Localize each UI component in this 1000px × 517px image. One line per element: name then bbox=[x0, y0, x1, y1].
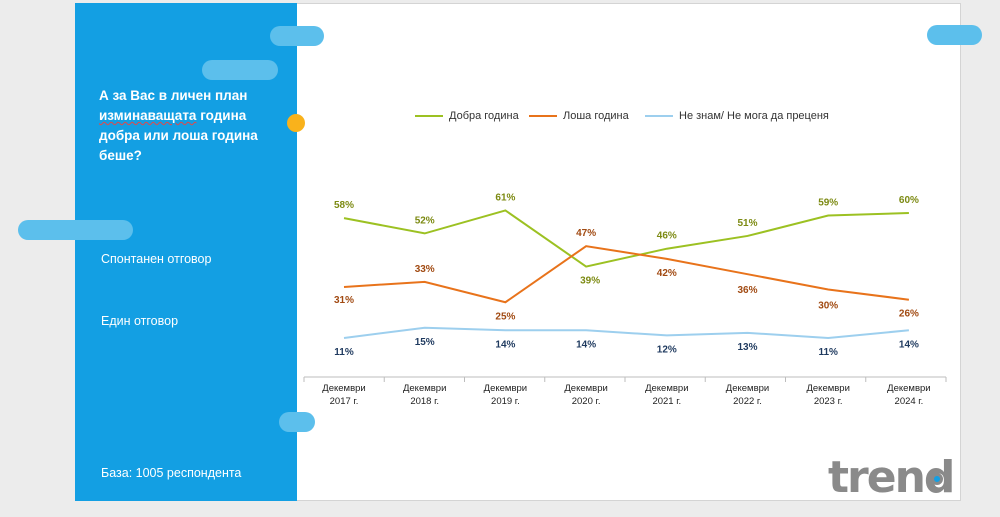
answer-count: Един отговор bbox=[101, 314, 179, 328]
data-label: 59% bbox=[818, 198, 838, 209]
x-tick-label: Декември bbox=[484, 383, 527, 394]
legend-label: Лоша година bbox=[563, 110, 629, 122]
data-label: 52% bbox=[415, 215, 435, 226]
data-label: 31% bbox=[334, 295, 354, 306]
x-tick-label: 2022 г. bbox=[733, 396, 762, 407]
x-tick-label: Декември bbox=[403, 383, 446, 394]
data-label: 13% bbox=[737, 342, 757, 353]
x-tick-label: 2017 г. bbox=[330, 396, 359, 407]
series-line bbox=[343, 326, 909, 339]
legend-swatch bbox=[645, 115, 673, 117]
data-label: 11% bbox=[818, 347, 838, 358]
data-label: 26% bbox=[899, 309, 919, 320]
legend-swatch bbox=[415, 115, 443, 117]
legend-label: Добра година bbox=[449, 110, 519, 122]
data-label: 36% bbox=[737, 285, 757, 296]
data-label: 12% bbox=[657, 344, 677, 355]
x-tick-label: Декември bbox=[726, 383, 769, 394]
answer-type: Спонтанен отговор bbox=[101, 252, 212, 266]
decorative-dot bbox=[287, 114, 305, 132]
x-tick-label: Декември bbox=[645, 383, 688, 394]
data-label: 39% bbox=[580, 276, 600, 287]
x-tick-label: 2019 г. bbox=[491, 396, 520, 407]
data-label: 15% bbox=[415, 337, 435, 348]
base-note: База: 1005 респондента bbox=[101, 466, 242, 480]
data-label: 33% bbox=[415, 264, 435, 275]
data-label: 25% bbox=[495, 311, 515, 322]
decorative-pill bbox=[18, 220, 133, 240]
series-line bbox=[343, 209, 909, 268]
x-tick-label: 2023 г. bbox=[814, 396, 843, 407]
decorative-pill bbox=[279, 412, 315, 432]
question-panel bbox=[75, 3, 297, 501]
x-tick-label: Декември bbox=[806, 383, 849, 394]
decorative-pill bbox=[202, 60, 278, 80]
data-label: 46% bbox=[657, 231, 677, 242]
x-tick-label: 2024 г. bbox=[895, 396, 924, 407]
x-tick-label: 2021 г. bbox=[652, 396, 681, 407]
legend-label: Не знам/ Не мога да преценя bbox=[679, 110, 829, 122]
x-tick-label: 2018 г. bbox=[410, 396, 439, 407]
series-line bbox=[343, 245, 910, 304]
x-tick-label: 2020 г. bbox=[572, 396, 601, 407]
x-tick-label: Декември bbox=[564, 383, 607, 394]
decorative-pill bbox=[270, 26, 324, 46]
logo-dot-icon bbox=[931, 473, 943, 485]
legend-item-good: Добра година bbox=[415, 110, 519, 122]
data-label: 14% bbox=[899, 339, 919, 350]
x-tick-label: Декември bbox=[887, 383, 930, 394]
data-label: 11% bbox=[334, 347, 354, 358]
legend-item-unknown: Не знам/ Не мога да преценя bbox=[645, 110, 829, 122]
data-label: 30% bbox=[818, 301, 838, 312]
data-label: 60% bbox=[899, 195, 919, 206]
legend-item-bad: Лоша година bbox=[529, 110, 629, 122]
legend-swatch bbox=[529, 115, 557, 117]
decorative-pill bbox=[927, 25, 982, 45]
data-label: 51% bbox=[737, 218, 757, 229]
x-tick-label: Декември bbox=[322, 383, 365, 394]
data-label: 58% bbox=[334, 200, 354, 211]
data-label: 47% bbox=[576, 228, 596, 239]
data-label: 42% bbox=[657, 268, 677, 279]
survey-question: А за Вас в личен план изминаващата годин… bbox=[99, 88, 258, 163]
data-label: 14% bbox=[495, 339, 515, 350]
data-label: 61% bbox=[495, 192, 515, 203]
data-label: 14% bbox=[576, 339, 596, 350]
